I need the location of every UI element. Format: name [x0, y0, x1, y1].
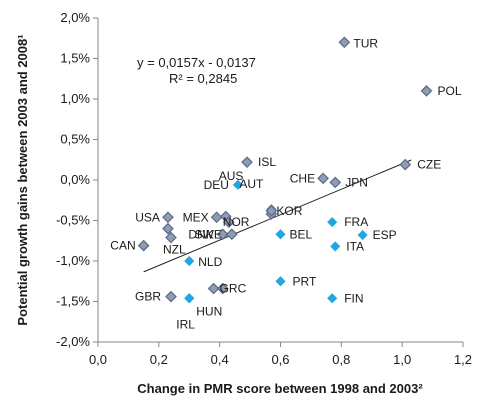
point-label-cze: CZE — [417, 158, 441, 172]
data-point-dnk — [216, 228, 229, 241]
data-point-grc — [207, 282, 220, 295]
data-point-nld — [184, 255, 195, 267]
point-label-usa: USA — [135, 210, 160, 224]
point-label-esp: ESP — [373, 228, 397, 242]
data-point-cze — [399, 158, 412, 171]
y-tick-label: -1,5% — [56, 294, 90, 309]
point-label-pol: POL — [438, 84, 462, 98]
point-label-nld: NLD — [198, 255, 222, 269]
x-tick-label: 1,2 — [454, 352, 472, 367]
y-tick-label: 0,5% — [60, 132, 90, 147]
data-point-nor — [222, 216, 235, 228]
y-axis: 2,0% 1,5% 1,0% 0,5% 0,0% -0,5% -1,0% -1,5% -2,0% — [56, 10, 99, 349]
point-label-tur: TUR — [353, 36, 378, 50]
point-label-isl: ISL — [258, 155, 276, 169]
point-label-irl: IRL — [176, 317, 195, 331]
x-tick-label: 0,6 — [271, 352, 289, 367]
data-point-kor — [265, 204, 278, 217]
point-label-gbr: GBR — [135, 290, 161, 304]
y-tick-label: -1,0% — [56, 253, 90, 268]
x-tick-label: 0,8 — [332, 352, 350, 367]
x-axis-title: Change in PMR score between 1998 and 200… — [137, 381, 423, 396]
point-label-deu: DEU — [204, 178, 229, 192]
data-point-fin — [327, 293, 338, 304]
point-label-fin: FIN — [344, 291, 363, 305]
y-axis-title: Potential growth gains between 2003 and … — [15, 34, 30, 325]
data-point-jpn — [329, 176, 342, 189]
data-point-nzl — [165, 231, 177, 244]
data-point-prt — [275, 276, 286, 287]
data-point-mex — [210, 211, 223, 224]
data-point-irl — [184, 293, 195, 304]
y-tick-label: 1,0% — [60, 91, 90, 106]
x-tick-label: 0,2 — [150, 352, 168, 367]
trendline — [143, 159, 412, 273]
point-label-nzl: NZL — [163, 243, 186, 257]
point-label-hun: HUN — [196, 304, 222, 318]
y-tick-label: 2,0% — [60, 10, 90, 25]
point-label-che: CHE — [290, 171, 315, 185]
y-tick-label: 1,5% — [60, 51, 90, 66]
point-label-nor: NOR — [223, 215, 250, 229]
point-label-can: CAN — [110, 239, 135, 253]
point-label-jpn: JPN — [345, 175, 368, 189]
trendline-equation: y = 0,0157x - 0,0137 — [137, 55, 256, 70]
data-point-usa — [162, 211, 174, 224]
point-label-aus: AUS — [219, 169, 244, 183]
x-tick-label: 0,0 — [89, 352, 107, 367]
data-point-swe — [225, 228, 238, 241]
data-point-bel — [275, 229, 286, 240]
point-label-dnk: DNK — [188, 227, 213, 241]
y-tick-label: -2,0% — [56, 334, 90, 349]
point-label-kor: KOR — [276, 204, 302, 218]
data-point-pol — [420, 85, 433, 97]
x-tick-label: 1,0 — [393, 352, 411, 367]
data-point-fra — [327, 217, 338, 228]
data-point-can — [137, 239, 150, 252]
data-points — [137, 36, 433, 304]
data-point — [162, 222, 174, 235]
x-axis: 0,0 0,2 0,4 0,6 0,8 1,0 1,2 — [89, 341, 472, 367]
data-point-deu — [232, 179, 243, 190]
point-label-ita: ITA — [346, 239, 364, 253]
point-label-fra: FRA — [344, 215, 368, 229]
point-label-swe: SWE — [194, 227, 221, 241]
point-label-prt: PRT — [293, 274, 317, 288]
data-point-esp — [357, 230, 368, 241]
data-point-ita — [330, 241, 341, 252]
point-label-aut: AUT — [239, 177, 264, 191]
y-tick-label: 0,0% — [60, 172, 90, 187]
y-tick-label: -0,5% — [56, 213, 90, 228]
data-point-tur — [338, 36, 351, 49]
data-point-gbr — [165, 290, 177, 303]
point-label-bel: BEL — [290, 227, 313, 241]
data-point-che — [317, 172, 329, 185]
data-point-isl — [241, 156, 253, 169]
data-point — [216, 282, 229, 295]
x-tick-label: 0,4 — [211, 352, 229, 367]
trendline-r-squared: R² = 0,2845 — [169, 71, 237, 86]
point-label-mex: MEX — [183, 210, 209, 224]
point-label-grc: GRC — [220, 282, 247, 296]
